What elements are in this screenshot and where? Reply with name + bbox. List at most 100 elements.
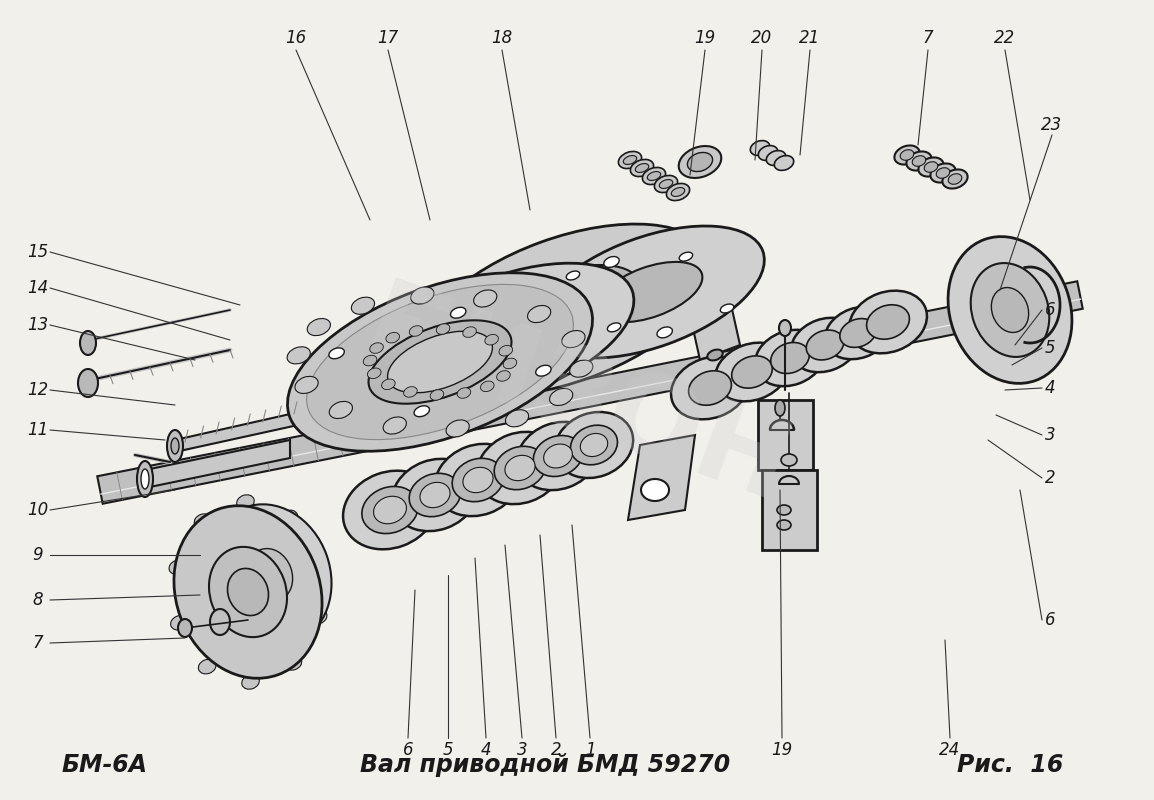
Text: 17: 17 [377,29,398,47]
Ellipse shape [343,470,437,550]
Text: 19: 19 [771,741,793,759]
Ellipse shape [825,306,891,359]
Text: 2: 2 [550,741,561,759]
Ellipse shape [936,168,950,178]
Ellipse shape [527,306,550,322]
Text: 23: 23 [1041,116,1063,134]
Polygon shape [175,405,330,452]
Ellipse shape [900,150,914,160]
Ellipse shape [549,388,572,406]
Ellipse shape [570,425,617,465]
Ellipse shape [411,287,434,304]
Ellipse shape [672,187,684,197]
Ellipse shape [410,326,422,336]
Ellipse shape [654,175,677,193]
Ellipse shape [777,505,790,515]
Text: 8: 8 [32,591,44,609]
Ellipse shape [385,332,399,343]
Ellipse shape [137,461,153,497]
Ellipse shape [930,163,956,182]
Ellipse shape [477,432,563,504]
Ellipse shape [894,146,920,165]
Text: 24: 24 [939,741,960,759]
Ellipse shape [485,334,499,345]
Ellipse shape [771,342,809,374]
Ellipse shape [781,454,797,466]
Text: 16: 16 [285,29,307,47]
Ellipse shape [689,370,732,406]
Polygon shape [97,282,1082,504]
Ellipse shape [480,381,494,392]
Ellipse shape [505,455,535,481]
Ellipse shape [906,151,931,170]
Text: 7: 7 [32,634,44,652]
Ellipse shape [309,610,327,624]
Ellipse shape [567,271,579,280]
Ellipse shape [991,287,1028,333]
Ellipse shape [790,318,859,372]
Text: 15: 15 [28,243,48,261]
Ellipse shape [720,304,734,313]
Ellipse shape [912,156,926,166]
Ellipse shape [450,307,466,318]
Ellipse shape [209,504,331,646]
Text: БИЗОН: БИЗОН [350,274,804,526]
Ellipse shape [630,159,653,177]
Text: 3: 3 [1044,426,1055,444]
Ellipse shape [919,158,944,177]
Ellipse shape [463,467,493,493]
Text: Рис.  16: Рис. 16 [957,753,1063,777]
Ellipse shape [171,438,179,454]
Ellipse shape [463,327,477,338]
Text: 6: 6 [403,741,413,759]
Ellipse shape [404,386,418,397]
Ellipse shape [171,615,188,630]
Ellipse shape [604,257,620,267]
Ellipse shape [241,674,260,690]
Ellipse shape [924,162,938,172]
Ellipse shape [499,346,512,356]
Ellipse shape [414,406,429,417]
Ellipse shape [779,320,790,336]
Ellipse shape [467,310,553,360]
Ellipse shape [758,146,778,161]
Ellipse shape [418,224,713,396]
Ellipse shape [533,435,583,477]
Ellipse shape [598,262,703,322]
Ellipse shape [949,174,961,184]
Ellipse shape [750,141,770,155]
Text: 13: 13 [28,316,48,334]
Ellipse shape [369,342,383,354]
Ellipse shape [555,412,634,478]
Text: 2: 2 [1044,469,1055,487]
Ellipse shape [670,357,749,419]
Text: 22: 22 [995,29,1016,47]
Ellipse shape [307,284,574,440]
Ellipse shape [659,179,673,189]
Ellipse shape [715,342,789,402]
Text: 5: 5 [443,741,454,759]
Ellipse shape [78,369,98,397]
Ellipse shape [807,330,844,360]
Ellipse shape [194,514,212,528]
Text: 19: 19 [695,29,715,47]
Ellipse shape [666,183,690,201]
Ellipse shape [679,146,721,178]
Ellipse shape [458,282,473,293]
Ellipse shape [329,402,352,418]
Ellipse shape [774,155,794,170]
Ellipse shape [517,422,599,490]
Ellipse shape [295,376,319,394]
Ellipse shape [367,368,381,378]
Ellipse shape [362,486,418,534]
Ellipse shape [570,360,593,378]
Ellipse shape [287,346,310,364]
Ellipse shape [636,163,649,173]
Ellipse shape [766,150,786,166]
Text: 18: 18 [492,29,512,47]
Ellipse shape [280,510,298,525]
Text: 5: 5 [1044,339,1055,357]
Ellipse shape [505,410,529,427]
Ellipse shape [732,356,772,388]
Polygon shape [680,255,740,360]
